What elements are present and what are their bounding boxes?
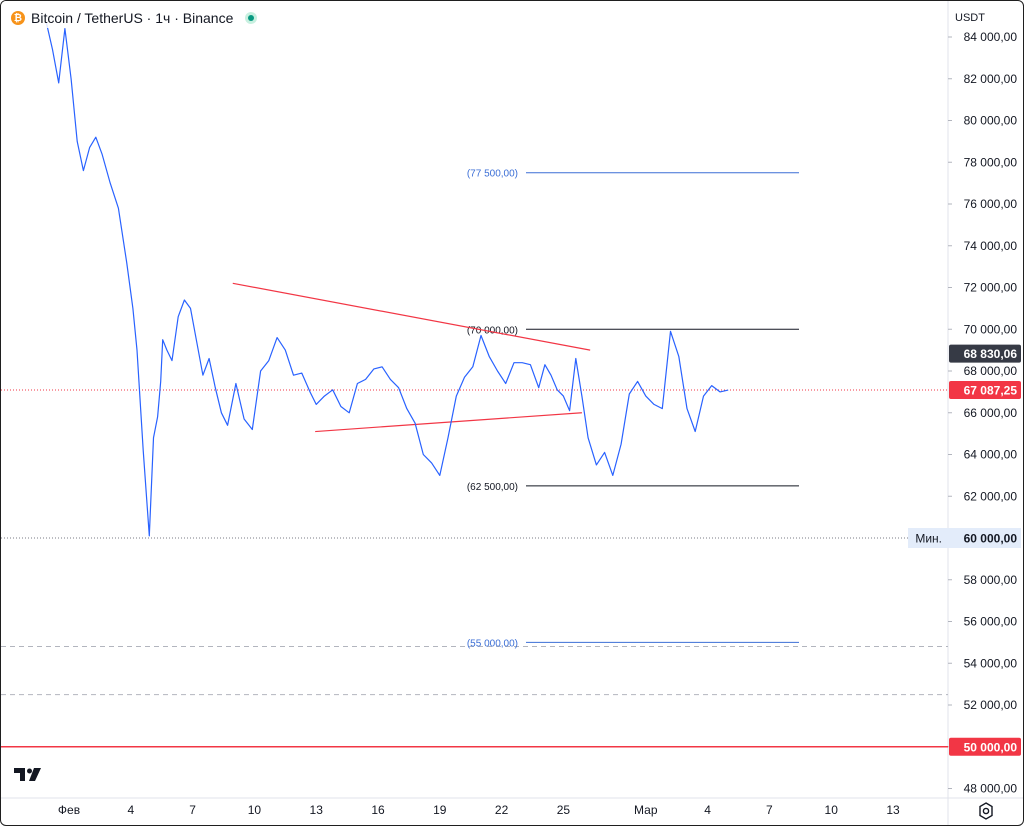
x-tick-label: 25 — [557, 803, 571, 817]
x-tick-label: 13 — [886, 803, 900, 817]
y-tick-label: 82 000,00 — [964, 72, 1018, 86]
level-label: (77 500,00) — [467, 169, 518, 180]
y-tick-label: 56 000,00 — [964, 615, 1018, 629]
x-tick-label: Фев — [58, 803, 80, 817]
level-label: (55 000,00) — [467, 638, 518, 649]
level-50000-label: 50 000,00 — [964, 740, 1018, 754]
trend-line[interactable] — [232, 282, 591, 351]
min-label-value: 60 000,00 — [964, 532, 1018, 546]
chart-header: ₿ Bitcoin / TetherUS · 1ч · Binance — [11, 8, 264, 28]
y-tick-label: 64 000,00 — [964, 448, 1018, 462]
x-tick-label: 13 — [310, 803, 324, 817]
x-tick-label: 22 — [495, 803, 509, 817]
level-label: (70 000,00) — [467, 325, 518, 336]
gear-icon[interactable] — [976, 801, 996, 821]
x-tick-label: 10 — [825, 803, 839, 817]
level-50000-label-bg — [949, 737, 1021, 756]
bitcoin-coin-icon: ₿ — [11, 11, 25, 25]
x-tick-label: 16 — [371, 803, 385, 817]
last-price-label: 68 830,06 — [964, 347, 1018, 361]
last-price-label-bg — [949, 344, 1021, 363]
min-label-bg — [908, 528, 1021, 548]
y-tick-label: 66 000,00 — [964, 406, 1018, 420]
min-label-tag: Мин. — [915, 532, 942, 546]
x-tick-label: 7 — [189, 803, 196, 817]
y-tick-label: 74 000,00 — [964, 239, 1018, 253]
x-tick-label: 4 — [704, 803, 711, 817]
y-tick-label: 68 000,00 — [964, 364, 1018, 378]
market-open-dot-icon — [245, 12, 258, 24]
y-tick-label: 62 000,00 — [964, 489, 1018, 503]
y-tick-label: 70 000,00 — [964, 322, 1018, 336]
y-tick-label: 54 000,00 — [964, 656, 1018, 670]
price-series-line[interactable] — [45, 22, 729, 537]
x-tick-label: 4 — [127, 803, 134, 817]
y-tick-label: 76 000,00 — [964, 197, 1018, 211]
y-tick-label: 78 000,00 — [964, 155, 1018, 169]
x-tick-label: Мар — [634, 803, 658, 817]
symbol-title[interactable]: Bitcoin / TetherUS · 1ч · Binance — [31, 10, 234, 26]
x-tick-label: 19 — [433, 803, 447, 817]
y-tick-label: 58 000,00 — [964, 573, 1018, 587]
current-price-label: 67 087,25 — [964, 384, 1018, 398]
x-tick-label: 7 — [766, 803, 773, 817]
y-tick-label: 80 000,00 — [964, 114, 1018, 128]
tradingview-logo-icon — [14, 768, 41, 781]
y-tick-label: 84 000,00 — [964, 30, 1018, 44]
currency-button[interactable]: USDT — [949, 7, 1019, 29]
trend-line[interactable] — [315, 412, 582, 433]
y-tick-label: 52 000,00 — [964, 698, 1018, 712]
level-label: (62 500,00) — [467, 482, 518, 493]
y-tick-label: 72 000,00 — [964, 281, 1018, 295]
y-tick-label: 48 000,00 — [964, 782, 1018, 796]
x-tick-label: 10 — [248, 803, 262, 817]
current-price-label-bg — [949, 381, 1021, 400]
currency-label: USDT — [955, 12, 985, 24]
